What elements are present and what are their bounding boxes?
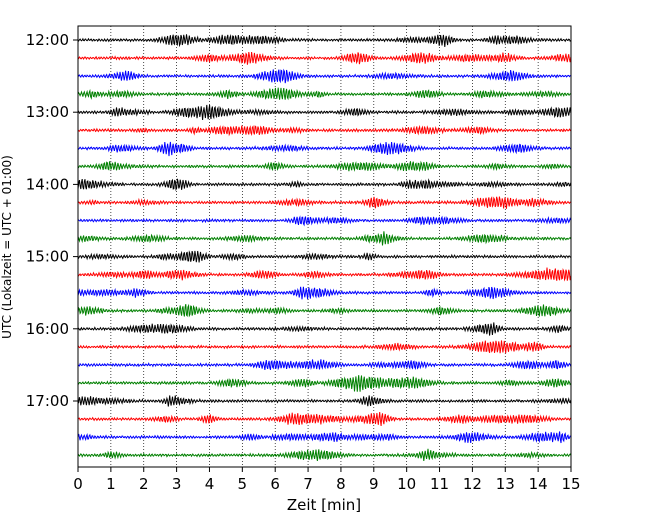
y-tick-label: 14:00: [26, 175, 69, 193]
x-tick-label: 10: [397, 475, 416, 493]
trace-1730: [77, 431, 571, 444]
trace-1330: [77, 141, 572, 157]
x-tick-label: 12: [463, 475, 482, 493]
y-tick-label: 15:00: [26, 248, 69, 266]
trace-1230: [77, 68, 572, 84]
y-tick-label: 13:00: [26, 103, 69, 121]
trace-1200: [77, 34, 572, 48]
trace-1615: [77, 340, 572, 354]
trace-1545: [77, 303, 572, 318]
x-tick-label: 1: [106, 475, 116, 493]
y-axis-label: UTC (Lokalzeit = UTC + 01:00): [0, 155, 14, 339]
trace-1500: [77, 250, 572, 263]
trace-1430: [77, 215, 572, 227]
plot-frame: [77, 25, 572, 468]
seismogram-traces: [77, 34, 572, 461]
trace-1445: [77, 231, 572, 246]
trace-1715: [77, 412, 572, 427]
y-tick-label: 12:00: [26, 31, 69, 49]
trace-1645: [77, 375, 572, 392]
x-tick-label: 3: [172, 475, 182, 493]
trace-1600: [77, 322, 572, 336]
x-tick-label: 2: [139, 475, 149, 493]
x-tick-label: 4: [205, 475, 215, 493]
trace-1630: [77, 359, 572, 371]
x-tick-label: 7: [303, 475, 313, 493]
x-tick-label: 0: [73, 475, 83, 493]
trace-1700: [77, 395, 572, 407]
trace-1415: [77, 196, 572, 209]
trace-1400: [77, 178, 572, 192]
y-tick-label: 16:00: [26, 320, 69, 338]
x-tick-label: 11: [430, 475, 449, 493]
trace-1300: [78, 104, 572, 120]
trace-1745: [77, 448, 572, 461]
y-tick-label: 17:00: [26, 392, 69, 410]
x-tick-label: 6: [270, 475, 280, 493]
x-axis-ticks: 0 1 2 3 4 5 6 7 8 9 10 11 12 13 14 15: [73, 467, 581, 493]
x-tick-label: 9: [369, 475, 379, 493]
x-tick-label: 14: [529, 475, 548, 493]
trace-1530: [77, 286, 572, 300]
x-tick-label: 8: [336, 475, 346, 493]
trace-1315: [77, 124, 572, 137]
trace-1515: [77, 267, 572, 282]
x-tick-label: 5: [238, 475, 248, 493]
x-tick-label: 15: [561, 475, 580, 493]
trace-1245: [77, 87, 572, 101]
x-tick-label: 13: [496, 475, 515, 493]
trace-1345: [77, 160, 572, 172]
x-axis-label: Zeit [min]: [287, 496, 361, 514]
y-axis-ticks: 12:00 13:00 14:00 15:00 16:00 17:00: [26, 31, 78, 410]
trace-1215: [78, 52, 572, 65]
